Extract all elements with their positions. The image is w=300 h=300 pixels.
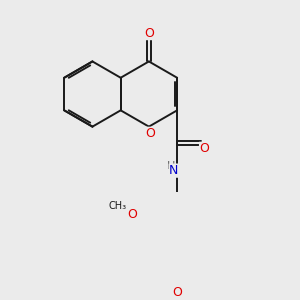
Text: O: O <box>146 127 155 140</box>
Text: O: O <box>127 208 137 221</box>
Text: O: O <box>172 286 182 299</box>
Text: CH₃: CH₃ <box>109 202 127 212</box>
Text: O: O <box>200 142 209 155</box>
Text: O: O <box>144 27 154 40</box>
Text: H: H <box>167 161 176 171</box>
Text: N: N <box>169 164 178 177</box>
